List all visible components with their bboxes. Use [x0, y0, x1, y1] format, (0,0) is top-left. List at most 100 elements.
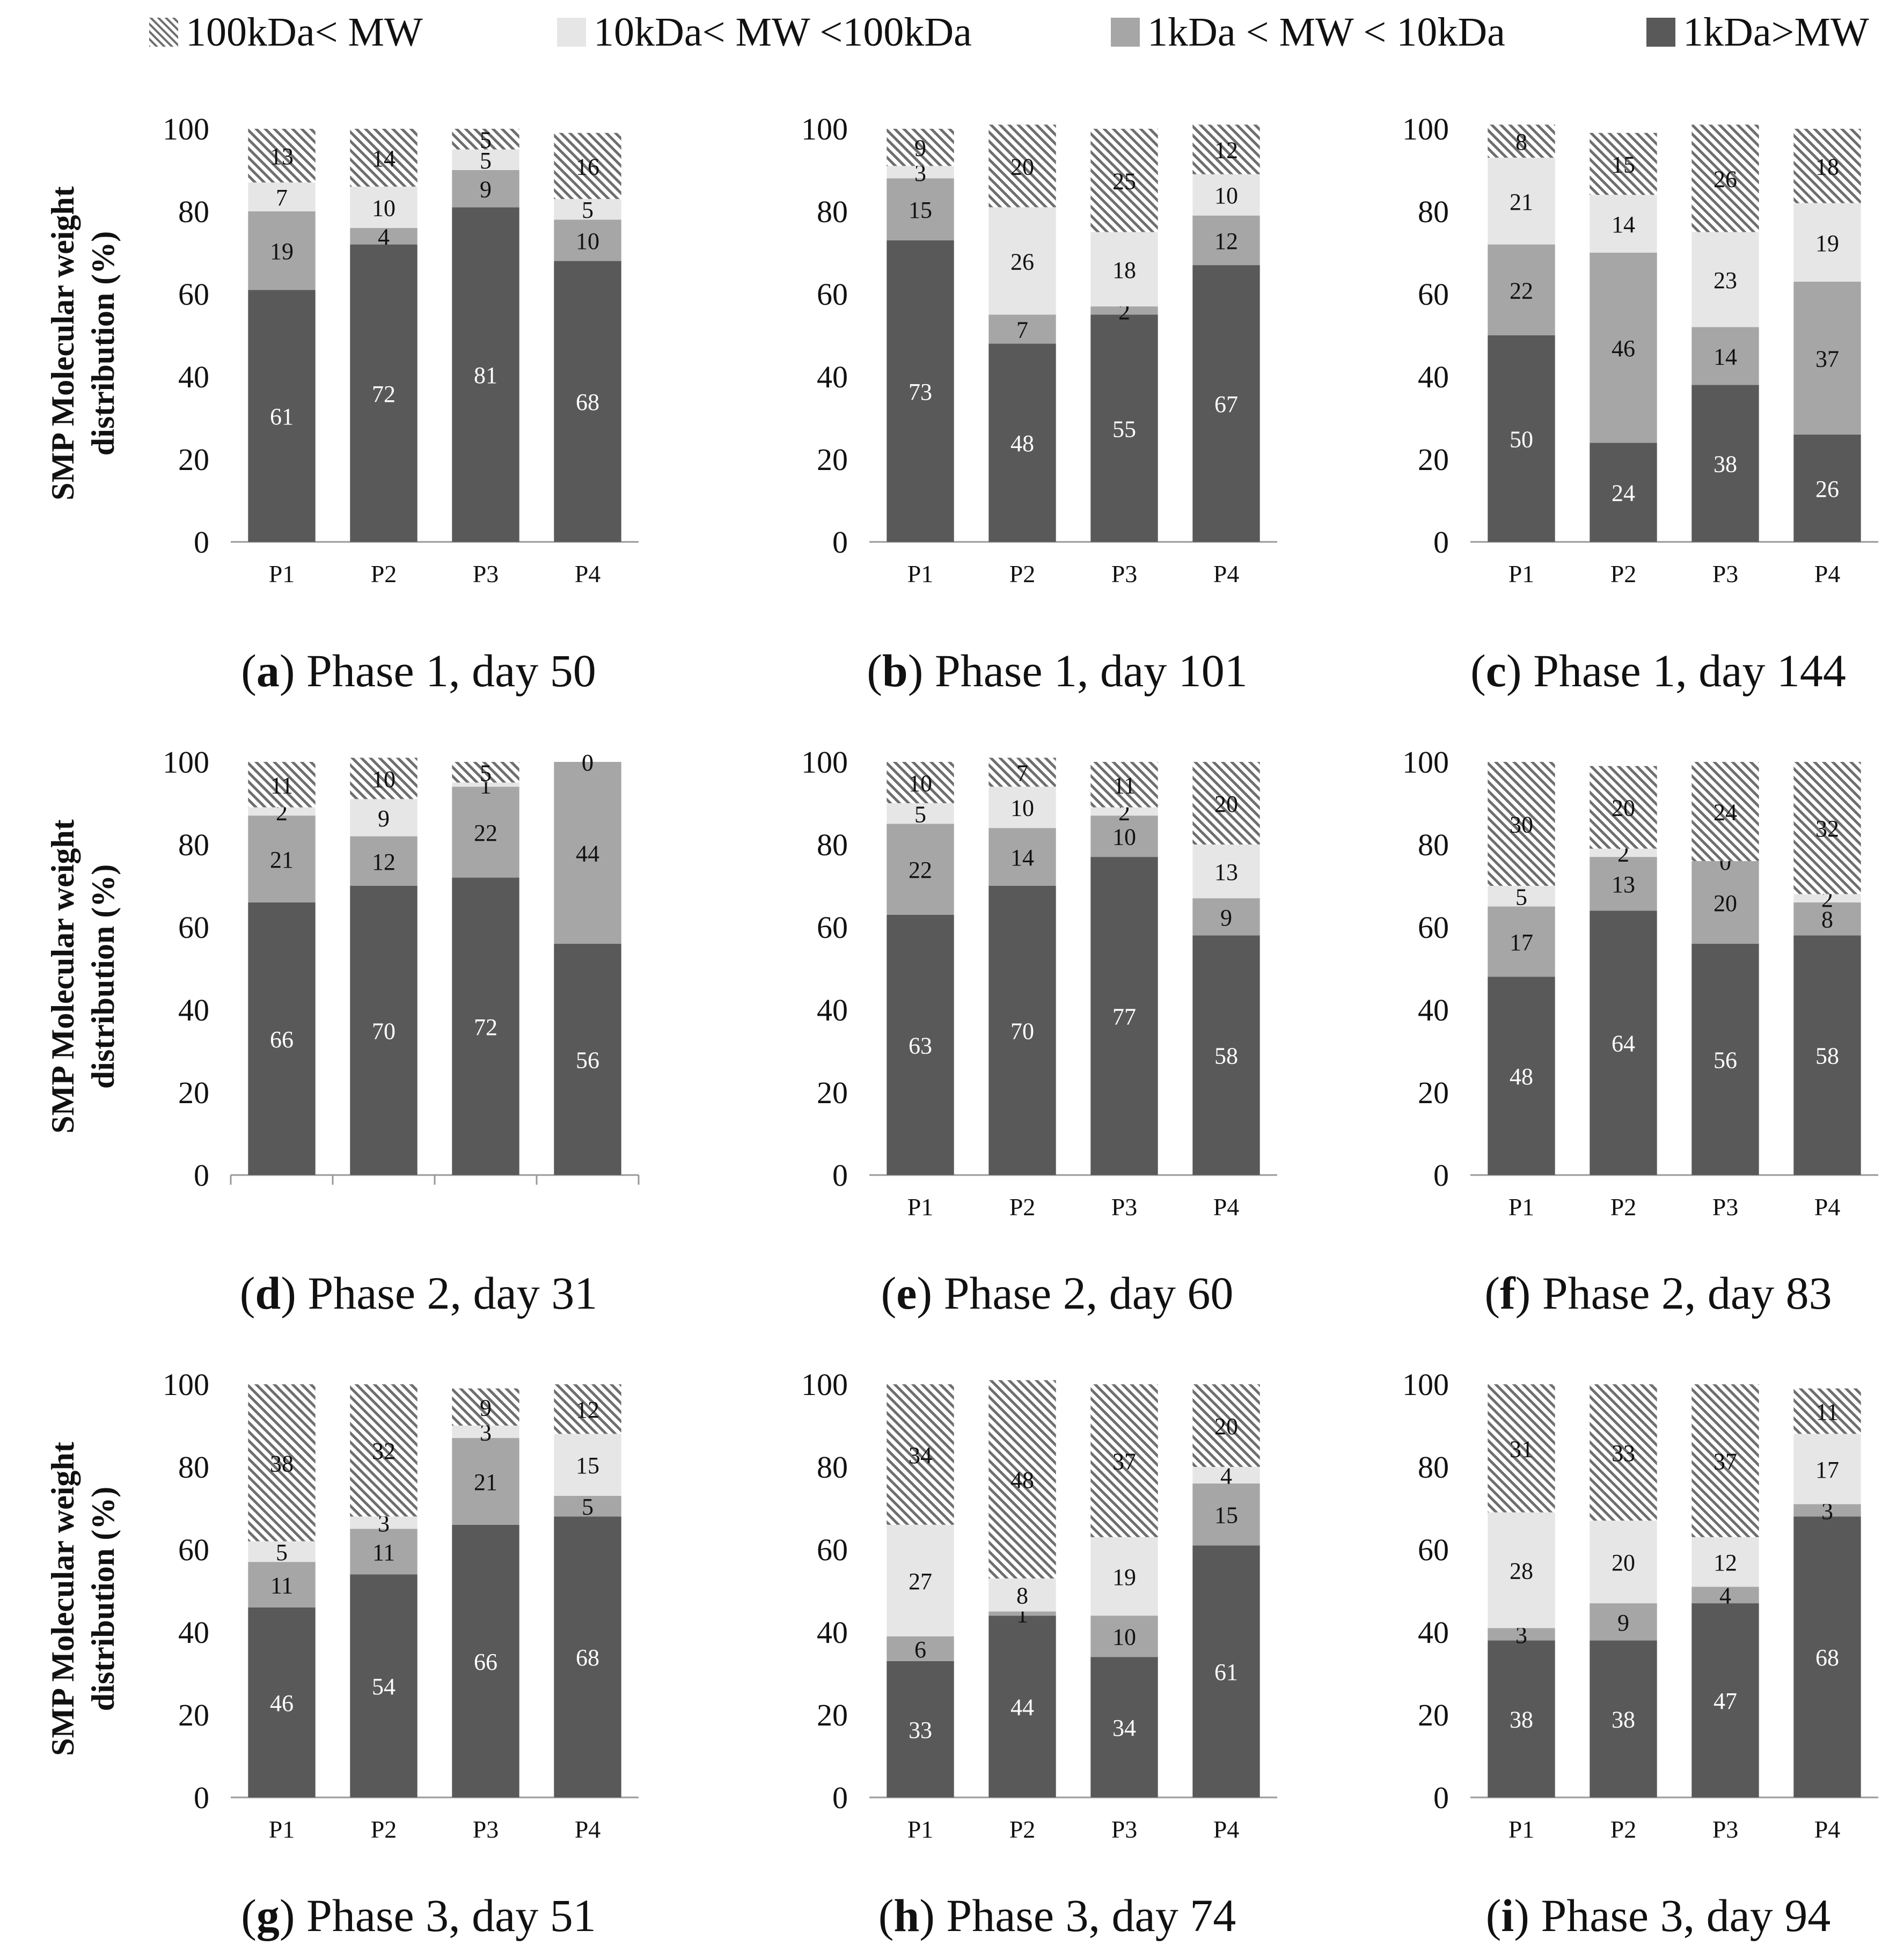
- data-label-lt1k: 55: [1112, 416, 1136, 442]
- data-label-gt100k: 30: [1510, 812, 1533, 838]
- data-label-gt100k: 11: [1113, 772, 1136, 798]
- data-label-k10_100: 21: [1510, 189, 1533, 215]
- bar-segment-lt1k: [887, 240, 954, 542]
- caption-letter: i: [1501, 1890, 1514, 1941]
- x-tick-label: P1: [1508, 560, 1535, 588]
- y-tick-label: 40: [817, 993, 848, 1027]
- bar-stack-3: 34 10 19 37: [1090, 1384, 1158, 1797]
- y-tick-label: 60: [1418, 277, 1449, 312]
- chart-panel-b: 0 20 40 60 80 100 73 15 3 9 P1 48 7 26 20 P2 55 2 18 25 P3 67…: [762, 107, 1299, 612]
- data-label-k10_100: 19: [1112, 1564, 1136, 1590]
- data-label-lt1k: 26: [1815, 476, 1839, 502]
- data-label-gt100k: 10: [372, 766, 396, 792]
- chart-panel-f: 0 20 40 60 80 100 48 17 5 30 P1 64 13 2 20 P2 56 20 0 24 P3 5…: [1363, 740, 1900, 1245]
- data-label-k10_100: 8: [1016, 1583, 1028, 1609]
- data-label-gt100k: 20: [1612, 795, 1635, 821]
- bar-stack-2: 24 46 14 15: [1590, 133, 1657, 542]
- bar-stack-1: 50 22 21 8: [1488, 124, 1555, 542]
- bar-segment-k10_100: [887, 166, 954, 179]
- bar-segment-k1_10: [887, 1636, 954, 1661]
- legend-label-10k-100k: 10kDa< MW <100kDa: [594, 9, 972, 55]
- caption-c: (c) Phase 1, day 144: [1470, 645, 1846, 696]
- data-label-k1_10: 14: [1713, 344, 1737, 370]
- data-label-k1_10: 22: [909, 857, 932, 883]
- data-label-lt1k: 66: [474, 1649, 497, 1675]
- caption-text: Phase 1, day 144: [1533, 645, 1846, 696]
- data-label-k10_100: 18: [1112, 257, 1136, 283]
- data-label-gt100k: 34: [909, 1442, 932, 1469]
- bar-segment-lt1k: [554, 261, 621, 542]
- bar-stack-4: 26 37 19 18: [1793, 129, 1861, 542]
- data-label-k10_100: 5: [582, 197, 594, 223]
- data-label-k1_10: 19: [270, 238, 294, 265]
- bar-segment-k10_100: [554, 1434, 621, 1496]
- y-tick-label: 80: [817, 194, 848, 229]
- bar-segment-k1_10: [1691, 327, 1759, 385]
- data-label-k1_10: 21: [474, 1469, 497, 1495]
- data-label-k10_100: 26: [1010, 248, 1034, 275]
- bar-segment-k10_100: [1691, 232, 1759, 327]
- x-tick-label: P4: [575, 560, 601, 588]
- data-label-k1_10: 21: [270, 847, 294, 873]
- data-label-k10_100: 5: [1515, 884, 1527, 910]
- data-label-lt1k: 48: [1510, 1063, 1533, 1090]
- x-tick-label: P1: [269, 560, 295, 588]
- y-axis-label-line2: distribution (%): [85, 231, 121, 456]
- bar-segment-gt100k: [1590, 133, 1657, 195]
- bar-segment-k1_10: [452, 787, 519, 878]
- caption-letter: h: [894, 1890, 920, 1941]
- bar-stack-4: 58 9 13 20: [1192, 762, 1260, 1175]
- legend-item-1k-10k: 1kDa < MW < 10kDa: [1111, 10, 1505, 55]
- data-label-lt1k: 66: [270, 1026, 294, 1053]
- x-tick-label: P4: [1213, 560, 1240, 588]
- caption-g: (g) Phase 3, day 51: [241, 1890, 596, 1941]
- data-label-gt100k: 24: [1713, 799, 1737, 825]
- bar-segment-gt100k: [988, 758, 1056, 787]
- data-label-lt1k: 38: [1510, 1707, 1533, 1733]
- data-label-k1_10: 13: [1612, 871, 1635, 898]
- data-label-k10_100: 28: [1510, 1558, 1533, 1584]
- data-label-k10_100: 10: [1214, 182, 1238, 209]
- data-label-k10_100: 14: [1612, 211, 1635, 238]
- data-label-k10_100: 10: [372, 195, 396, 221]
- data-label-lt1k: 58: [1214, 1043, 1238, 1069]
- legend-swatch-gt100k: [149, 18, 178, 47]
- data-label-gt100k: 38: [270, 1450, 294, 1477]
- data-label-k1_10: 4: [378, 224, 390, 250]
- bar-segment-lt1k: [1793, 434, 1861, 542]
- data-label-lt1k: 61: [270, 403, 294, 430]
- bar-segment-lt1k: [554, 1516, 621, 1797]
- data-label-k1_10: 10: [576, 228, 599, 254]
- bar-segment-gt100k: [988, 1380, 1056, 1579]
- chart-panel-c: 0 20 40 60 80 100 50 22 21 8 P1 24 46 14 15 P2 38 14 23 26 P…: [1363, 107, 1900, 612]
- bar-segment-k10_100: [1192, 1467, 1260, 1484]
- y-tick-label: 80: [817, 1450, 848, 1485]
- y-tick-label: 80: [178, 1450, 209, 1485]
- bar-segment-gt100k: [452, 129, 519, 150]
- bar-segment-k10_100: [350, 1516, 418, 1529]
- data-label-lt1k: 77: [1112, 1004, 1136, 1030]
- bar-segment-k1_10: [988, 1611, 1056, 1616]
- bar-stack-3: 47 4 12 37: [1691, 1384, 1759, 1797]
- data-label-k10_100: 15: [576, 1452, 599, 1479]
- chart-panel-e: 0 20 40 60 80 100 63 22 5 10 P1 70 14 10 7 P2 77 10 2 11 P3 5…: [762, 740, 1299, 1245]
- y-tick-label: 40: [178, 993, 209, 1027]
- data-label-lt1k: 44: [1010, 1694, 1034, 1721]
- legend-item-gt100k: 100kDa< MW: [149, 10, 423, 55]
- bar-segment-lt1k: [1192, 265, 1260, 542]
- data-label-lt1k: 70: [1010, 1018, 1034, 1045]
- caption-text: Phase 2, day 60: [943, 1267, 1234, 1319]
- y-tick-label: 80: [178, 194, 209, 229]
- y-axis-label-line1: SMP Molecular weight: [45, 186, 80, 501]
- bar-segment-k1_10: [1090, 1616, 1158, 1657]
- bar-segment-gt100k: [1192, 124, 1260, 174]
- data-label-gt100k: 32: [1815, 816, 1839, 842]
- bar-segment-k10_100: [1590, 195, 1657, 253]
- bar-segment-k1_10: [1793, 902, 1861, 936]
- bar-segment-k10_100: [1793, 1434, 1861, 1504]
- bar-segment-k1_10: [1192, 215, 1260, 266]
- bar-segment-k1_10: [887, 178, 954, 240]
- bar-segment-lt1k: [1090, 314, 1158, 542]
- y-tick-label: 100: [1402, 745, 1449, 780]
